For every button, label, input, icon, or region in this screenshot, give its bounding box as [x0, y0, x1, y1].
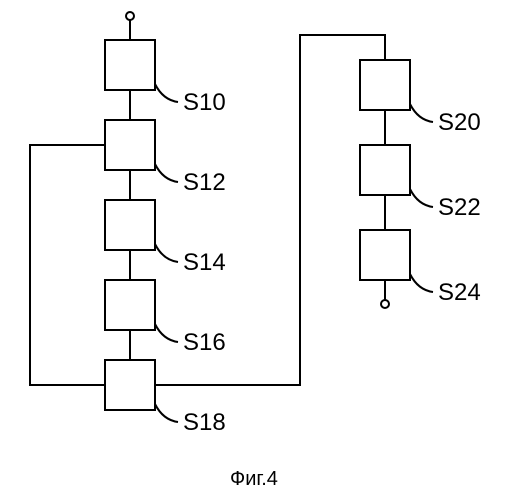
- label-s14: S14: [183, 249, 226, 276]
- figure-caption: Фиг.4: [230, 468, 278, 490]
- end-dot: [381, 300, 389, 308]
- leader: [410, 104, 433, 122]
- node-s12: [105, 120, 155, 170]
- leader: [155, 84, 178, 102]
- node-s10: [105, 40, 155, 90]
- loop-left: [30, 145, 105, 385]
- leader: [155, 244, 178, 262]
- leader: [410, 274, 433, 292]
- node-s18: [105, 360, 155, 410]
- leader: [410, 189, 433, 207]
- node-s16: [105, 280, 155, 330]
- label-s16: S16: [183, 329, 226, 356]
- node-s24: [360, 230, 410, 280]
- leader: [155, 404, 178, 422]
- label-s10: S10: [183, 89, 226, 116]
- start-dot: [126, 12, 134, 20]
- label-s20: S20: [438, 109, 481, 136]
- label-s18: S18: [183, 409, 226, 436]
- node-s22: [360, 145, 410, 195]
- leader: [155, 164, 178, 182]
- label-s24: S24: [438, 279, 481, 306]
- label-s12: S12: [183, 169, 226, 196]
- node-s14: [105, 200, 155, 250]
- label-s22: S22: [438, 194, 481, 221]
- leader: [155, 324, 178, 342]
- node-s20: [360, 60, 410, 110]
